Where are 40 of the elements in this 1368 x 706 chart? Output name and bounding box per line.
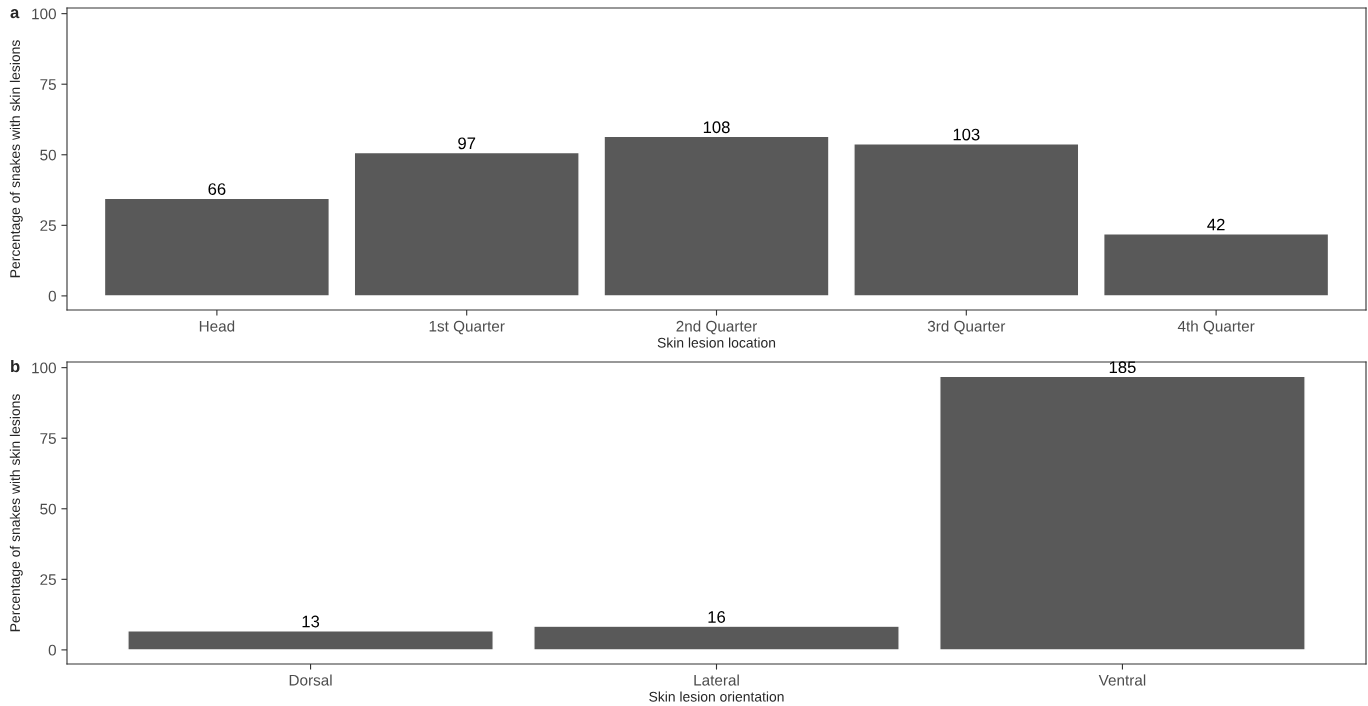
bar [853, 143, 1080, 297]
bar [533, 625, 900, 651]
annotation: 13 [302, 615, 320, 628]
y-tick-label: 75 [40, 433, 56, 444]
y-axis-title: Percentage of snakes with skin lesions [9, 394, 23, 632]
y-tick-label: 50 [40, 503, 56, 515]
annotation: 108 [703, 121, 730, 134]
y-tick-label: 0 [48, 290, 56, 302]
y-tick-label: 75 [40, 79, 56, 90]
bar [603, 135, 830, 297]
x-tick-label: Dorsal [289, 674, 332, 686]
bar [1103, 233, 1330, 297]
bar [103, 197, 330, 297]
y-tick-label: 25 [40, 220, 56, 232]
y-tick-label: 25 [40, 574, 56, 586]
x-tick-label: 4th Quarter [1177, 320, 1255, 335]
chart-title: a [10, 9, 20, 19]
y-tick-label: 100 [32, 8, 56, 20]
bar [353, 151, 580, 297]
y-tick-label: 50 [40, 149, 56, 161]
chart-title: b [11, 360, 20, 373]
x-tick-label: 1st Quarter [429, 320, 505, 335]
annotation: 185 [1109, 361, 1136, 374]
x-tick-label: 3rd Quarter [927, 320, 1006, 335]
x-axis-title: Skin lesion location [657, 337, 776, 348]
annotation: 42 [1207, 218, 1225, 231]
y-tick-label: 100 [32, 362, 56, 374]
annotation: 16 [708, 611, 726, 623]
x-axis-title: Skin lesion orientation [649, 691, 784, 702]
x-tick-label: Ventral [1098, 674, 1146, 686]
y-axis-title: Percentage of snakes with skin lesions [9, 40, 23, 278]
annotation: 97 [458, 137, 476, 150]
y-tick-label: 0 [48, 644, 56, 656]
bar [127, 630, 494, 651]
x-tick-label: Lateral [694, 674, 739, 686]
annotation: 103 [953, 128, 980, 141]
bar [939, 375, 1306, 651]
x-tick-label: Head [199, 320, 235, 332]
annotation: 66 [208, 183, 226, 195]
x-tick-label: 2nd Quarter [676, 320, 758, 335]
